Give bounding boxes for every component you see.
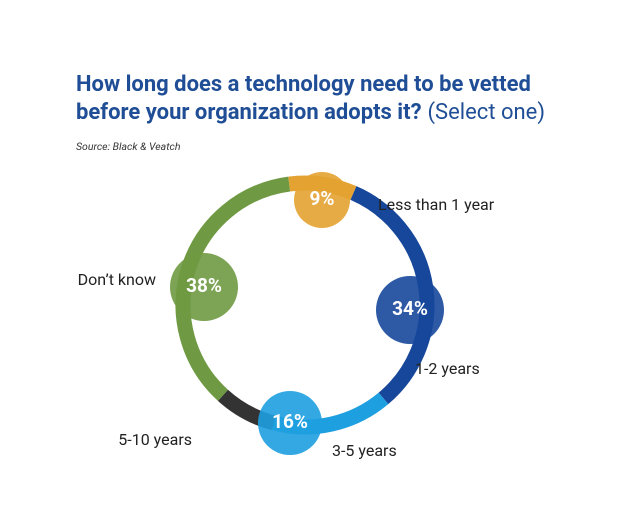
value-label: 8% (195, 408, 220, 431)
chart-subtitle: (Select one) (428, 100, 545, 125)
value-bubble (376, 276, 444, 344)
source: Source: Black & Veatch (76, 140, 181, 153)
category-label: 3-5 years (332, 441, 397, 460)
category-label: Less than 1 year (378, 195, 495, 214)
category-label: 5-10 years (118, 430, 192, 449)
value-label: 34% (392, 297, 428, 320)
chart-title-line: before your organization adopts it? (76, 100, 422, 125)
value-bubble (294, 172, 350, 228)
category-label: Don’t know (78, 270, 156, 289)
category-label: 1-2 years (415, 359, 480, 378)
value-label: 9% (310, 187, 335, 210)
chart-title: How long does a technology need to be ve… (76, 72, 531, 97)
value-bubble (170, 253, 238, 321)
value-label: 16% (272, 410, 308, 433)
value-label: 38% (186, 274, 222, 297)
value-bubble (258, 391, 322, 455)
chart-title: before your organization adopts it? (Sele… (76, 100, 545, 125)
